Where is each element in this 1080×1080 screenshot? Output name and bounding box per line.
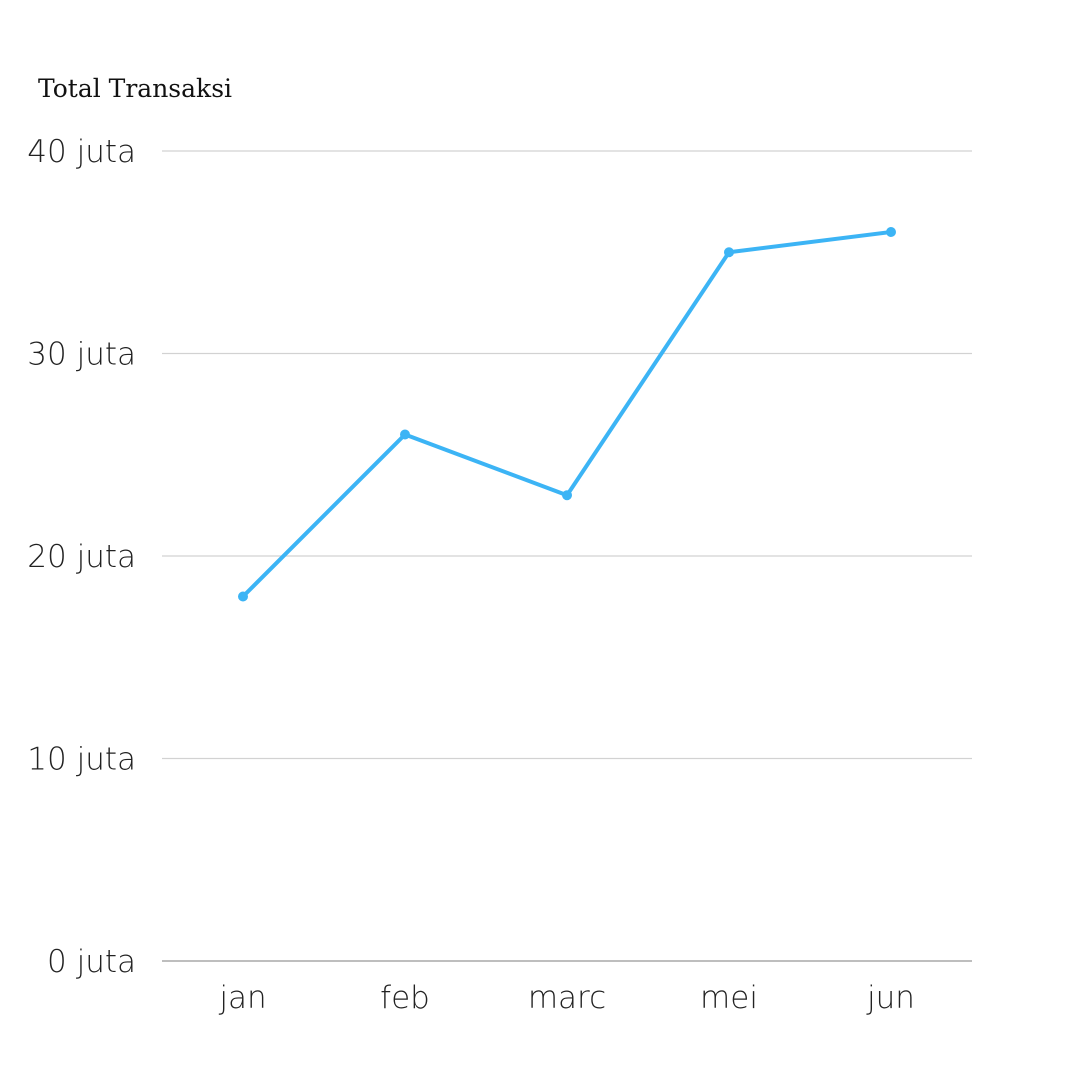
x-tick-label: marc [528, 980, 606, 1016]
data-point [562, 490, 572, 501]
series-layer [238, 227, 896, 602]
series-line [241, 230, 893, 599]
x-axis-tick-labels: jan feb marc mei jun [218, 980, 915, 1016]
y-tick-label: 40 juta [27, 134, 136, 170]
y-tick-label: 10 juta [27, 742, 136, 778]
data-point [400, 429, 410, 440]
grid-lines [162, 150, 972, 962]
x-tick-label: jan [218, 980, 266, 1016]
y-tick-label: 0 juta [47, 944, 136, 980]
y-tick-label: 30 juta [27, 337, 136, 373]
data-point [238, 591, 248, 602]
x-tick-label: feb [380, 980, 430, 1016]
x-tick-label: mei [700, 980, 758, 1016]
y-tick-label: 20 juta [27, 539, 136, 575]
x-tick-label: jun [866, 980, 915, 1016]
data-point [724, 247, 734, 258]
y-axis-tick-labels: 0 juta 10 juta 20 juta 30 juta 40 juta [27, 134, 136, 980]
data-point [886, 227, 896, 237]
chart-title: Total Transaksi [38, 74, 232, 103]
